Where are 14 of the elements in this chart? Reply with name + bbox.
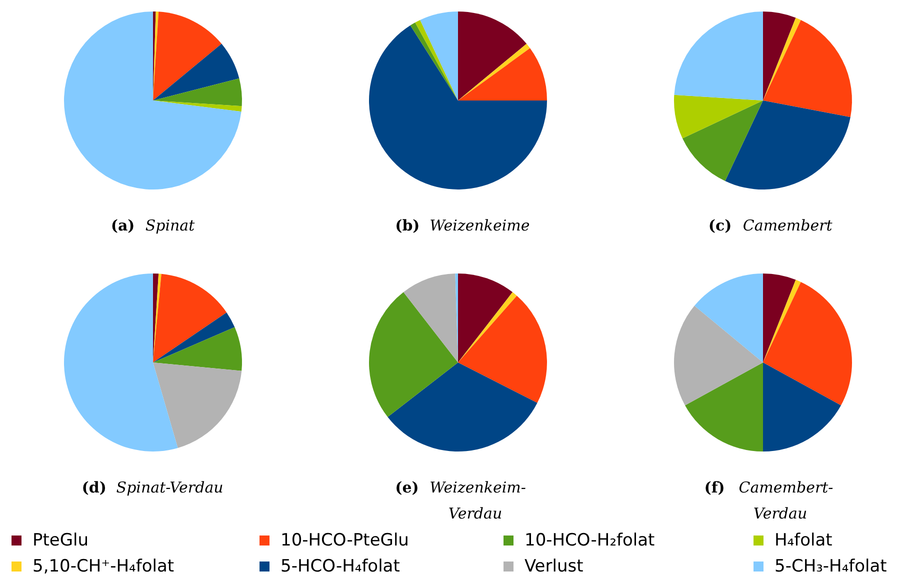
text: (b) Weizenkeime — [395, 216, 530, 234]
legend-label: H₄folat — [774, 530, 833, 550]
legend-label: 10-HCO-H₂folat — [524, 530, 656, 550]
legend-label: 10-HCO-PteGlu — [280, 530, 409, 550]
legend-label: 5-CH₃-H₄folat — [774, 556, 888, 576]
legend-label: 5,10-CH⁺-H₄folat — [32, 556, 174, 576]
text: (f) Camembert-Verdau — [704, 478, 834, 522]
legend-label: Verlust — [524, 556, 584, 576]
text: (c) Camembert — [708, 216, 834, 234]
legend-label: 5-HCO-H₄folat — [280, 556, 400, 576]
text: (d) Spinat-Verdau — [82, 478, 224, 496]
legend-label: PteGlu — [32, 530, 89, 550]
text: (a) Spinat — [110, 216, 196, 234]
text: (e) Weizenkeim-Verdau — [395, 478, 526, 522]
